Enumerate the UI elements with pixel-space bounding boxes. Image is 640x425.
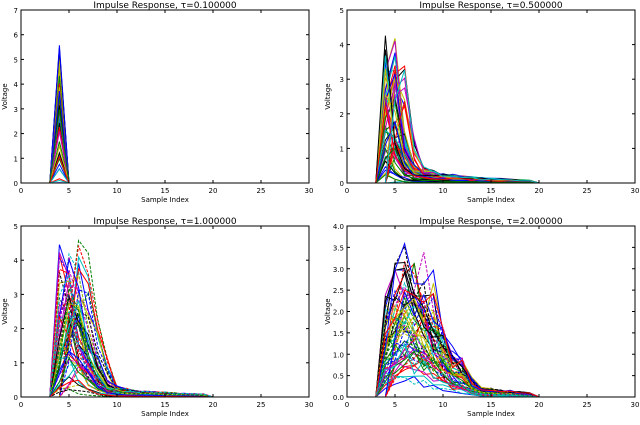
y-tick-label: 4 — [340, 42, 345, 50]
y-tick-label: 4 — [14, 81, 19, 89]
x-tick-label: 20 — [535, 401, 544, 409]
x-tick-label: 15 — [161, 187, 170, 195]
x-tick-label: 30 — [305, 401, 314, 409]
x-tick-label: 20 — [535, 187, 544, 195]
y-tick-label: 5 — [14, 56, 18, 64]
x-tick-label: 10 — [113, 187, 122, 195]
y-tick-label: 0.5 — [333, 373, 344, 381]
y-axis-label: Voltage — [324, 83, 332, 109]
y-tick-label: 0 — [14, 180, 18, 188]
y-tick-label: 4 — [14, 257, 19, 265]
x-tick-label: 0 — [345, 401, 349, 409]
y-tick-label: 5 — [340, 7, 344, 15]
series-line — [347, 270, 635, 397]
y-tick-label: 3 — [14, 106, 18, 114]
x-tick-label: 15 — [487, 401, 496, 409]
subplot-title: Impulse Response, τ=0.500000 — [419, 1, 563, 11]
y-tick-label: 0 — [14, 394, 18, 402]
subplot-title: Impulse Response, τ=0.100000 — [93, 1, 237, 11]
y-tick-label: 3 — [14, 291, 18, 299]
x-tick-label: 10 — [439, 187, 448, 195]
x-tick-label: 5 — [67, 401, 71, 409]
y-tick-label: 6 — [14, 32, 19, 40]
y-axis-label: Voltage — [324, 298, 332, 324]
x-tick-label: 20 — [209, 401, 218, 409]
x-tick-label: 0 — [345, 187, 349, 195]
x-tick-label: 5 — [393, 401, 397, 409]
x-tick-label: 25 — [583, 401, 592, 409]
y-tick-label: 3 — [340, 76, 344, 84]
x-tick-label: 25 — [257, 401, 266, 409]
y-axis-label: Voltage — [1, 298, 9, 324]
subplot-3: 0 5 10 15 20 25 30 0 1 2 3 4 5 Impulse Response, τ=1.… — [1, 217, 313, 418]
subplot-title: Impulse Response, τ=2.000000 — [419, 217, 563, 227]
y-tick-label: 2 — [14, 326, 18, 334]
y-tick-label: 5 — [14, 223, 18, 231]
y-tick-label: 3.0 — [333, 266, 344, 274]
x-tick-label: 30 — [305, 187, 314, 195]
x-tick-label: 0 — [19, 401, 23, 409]
y-tick-label: 7 — [14, 7, 18, 15]
x-tick-label: 5 — [393, 187, 397, 195]
x-axis-label: Sample Index — [141, 410, 189, 418]
y-tick-label: 0 — [340, 180, 344, 188]
y-tick-label: 0.0 — [333, 394, 344, 402]
subplot-4: 0 5 10 15 20 25 30 0.0 0.5 1.0 1.5 2.0 2.5 3.0 3.5 4.0 I… — [324, 217, 639, 418]
x-tick-label: 30 — [631, 401, 640, 409]
x-tick-label: 20 — [209, 187, 218, 195]
x-axis-label: Sample Index — [467, 410, 515, 418]
y-tick-label: 2 — [14, 131, 18, 139]
y-tick-label: 1.5 — [333, 330, 344, 338]
y-tick-label: 1 — [14, 155, 18, 163]
x-tick-label: 10 — [113, 401, 122, 409]
y-tick-label: 2.0 — [333, 309, 344, 317]
x-tick-label: 15 — [161, 401, 170, 409]
y-tick-label: 3.5 — [333, 244, 344, 252]
x-tick-label: 30 — [631, 187, 640, 195]
subplot-2: 0 5 10 15 20 25 30 0 1 2 3 4 5 Impulse Response, τ=0.… — [324, 1, 639, 204]
x-tick-label: 5 — [67, 187, 71, 195]
y-axis-label: Voltage — [1, 83, 9, 109]
y-tick-label: 4.0 — [333, 223, 344, 231]
y-tick-label: 2.5 — [333, 287, 344, 295]
x-axis-label: Sample Index — [467, 196, 515, 204]
x-tick-label: 25 — [583, 187, 592, 195]
x-tick-label: 15 — [487, 187, 496, 195]
x-tick-label: 10 — [439, 401, 448, 409]
y-tick-label: 1 — [340, 145, 344, 153]
x-axis-label: Sample Index — [141, 196, 189, 204]
x-tick-label: 25 — [257, 187, 266, 195]
y-tick-label: 1.0 — [333, 351, 344, 359]
y-tick-label: 2 — [340, 111, 344, 119]
subplot-title: Impulse Response, τ=1.000000 — [93, 217, 237, 227]
x-tick-label: 0 — [19, 187, 23, 195]
subplot-1: 0 5 10 15 20 25 30 0 1 2 3 4 5 6 7 Impulse Response, τ=… — [1, 1, 313, 204]
y-tick-label: 1 — [14, 360, 18, 368]
